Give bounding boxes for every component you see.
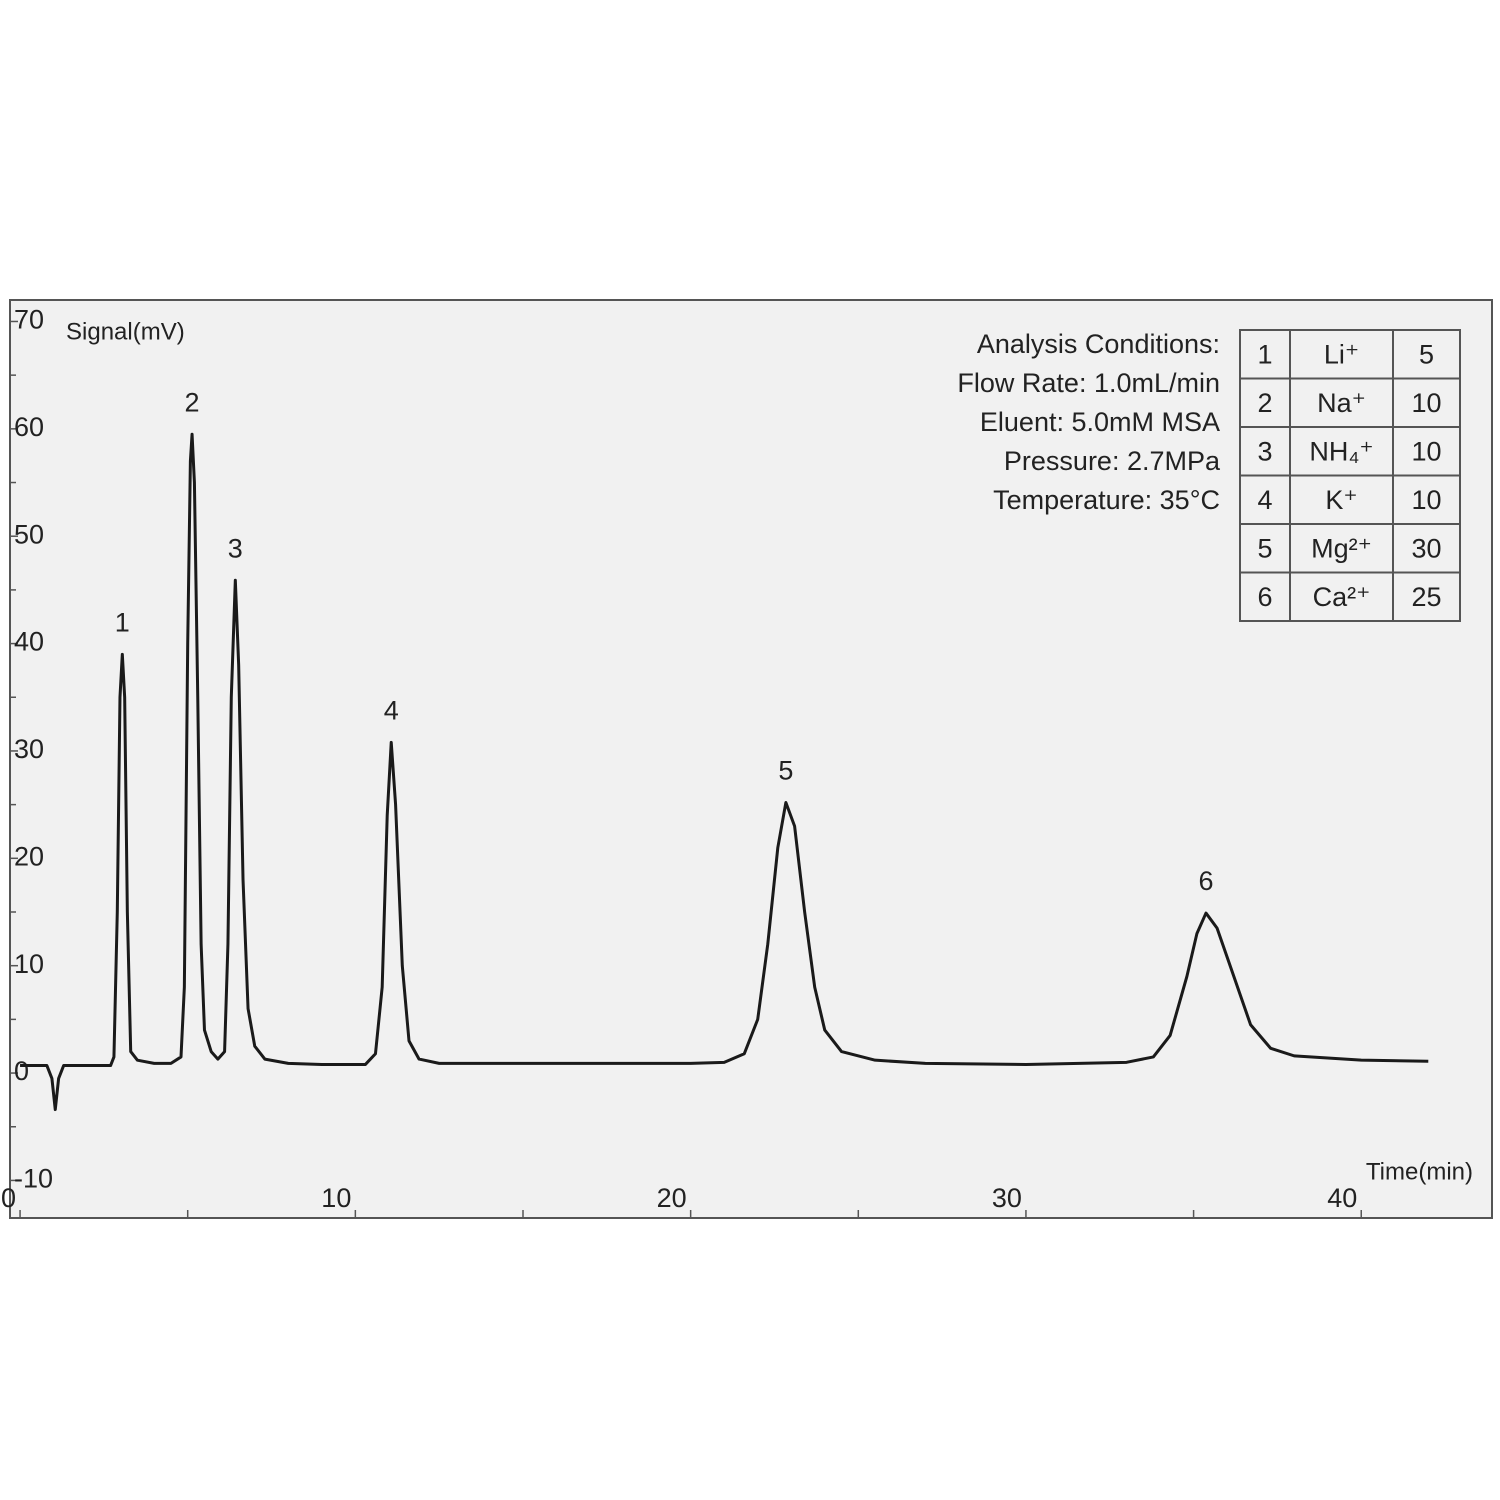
y-tick-label: 50 [14,519,44,549]
y-tick-label: -10 [14,1164,53,1194]
y-tick-label: 10 [14,949,44,979]
peak-label: 4 [384,695,399,725]
table-cell: 1 [1257,339,1272,369]
table-cell: 5 [1257,533,1272,563]
y-tick-label: 60 [14,412,44,442]
x-tick-label: 0 [1,1183,16,1213]
table-cell: Ca²⁺ [1313,582,1371,612]
y-tick-label: 20 [14,841,44,871]
peak-label: 1 [115,607,130,637]
table-cell: 4 [1257,485,1272,515]
y-tick-label: 0 [14,1056,29,1086]
condition-text: Pressure: 2.7MPa [1004,446,1221,476]
table-cell: Mg²⁺ [1311,533,1372,563]
table-cell: 10 [1411,436,1441,466]
table-cell: Na⁺ [1317,388,1366,418]
table-cell: 25 [1411,582,1441,612]
peak-label: 2 [185,387,200,417]
table-cell: NH₄⁺ [1309,436,1373,466]
table-cell: K⁺ [1325,485,1357,515]
x-axis-label: Time(min) [1366,1158,1473,1185]
x-tick-label: 20 [657,1183,687,1213]
x-tick-label: 30 [992,1183,1022,1213]
condition-text: Eluent: 5.0mM MSA [980,407,1220,437]
table-cell: 10 [1411,388,1441,418]
peak-label: 6 [1198,866,1213,896]
table-cell: 3 [1257,436,1272,466]
condition-text: Flow Rate: 1.0mL/min [957,368,1220,398]
y-tick-label: 40 [14,627,44,657]
peak-label: 5 [778,756,793,786]
condition-text: Analysis Conditions: [977,329,1220,359]
table-cell: Li⁺ [1324,339,1359,369]
y-tick-label: 30 [14,734,44,764]
table-cell: 10 [1411,485,1441,515]
table-cell: 2 [1257,388,1272,418]
x-tick-label: 40 [1327,1183,1357,1213]
table-cell: 5 [1419,339,1434,369]
y-axis-label: Signal(mV) [66,318,185,345]
peak-label: 3 [228,533,243,563]
table-cell: 6 [1257,582,1272,612]
table-cell: 30 [1411,533,1441,563]
x-tick-label: 10 [321,1183,351,1213]
y-tick-label: 70 [14,305,44,335]
condition-text: Temperature: 35°C [993,485,1220,515]
signal-line [20,432,1429,1112]
